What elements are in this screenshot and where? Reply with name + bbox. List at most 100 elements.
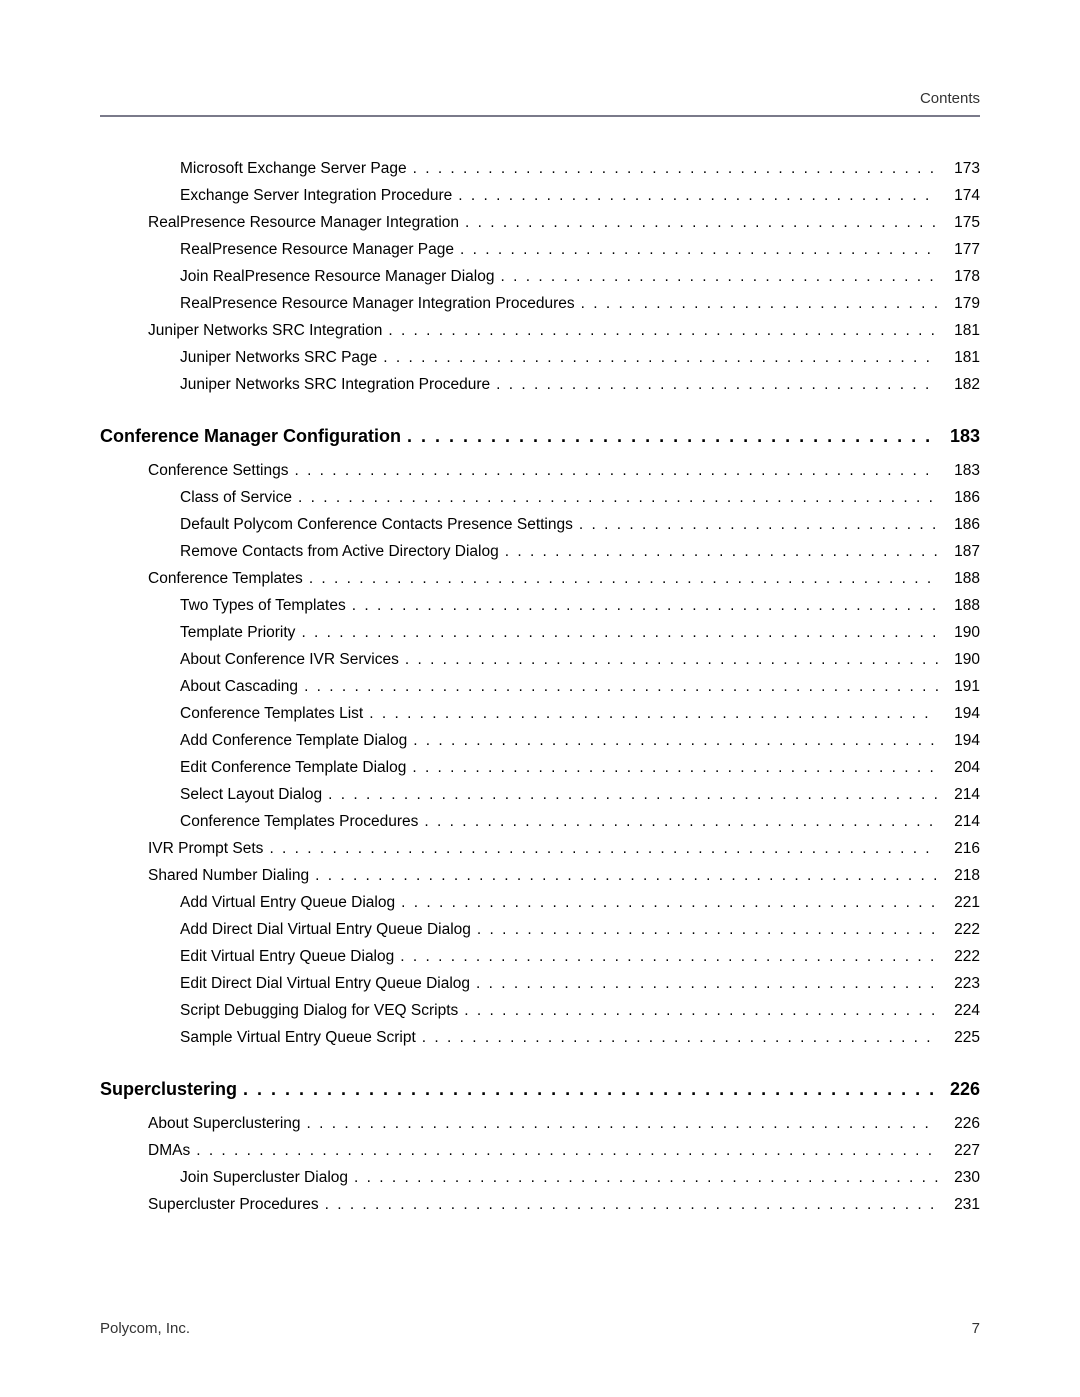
toc-leader-dots [407,423,938,451]
toc-entry[interactable]: Edit Conference Template Dialog204 [180,756,980,780]
toc-entry-page: 221 [944,891,980,915]
toc-entry-label: RealPresence Resource Manager Integratio… [148,211,459,235]
toc-entry[interactable]: Microsoft Exchange Server Page 173 [180,157,980,181]
toc-entry[interactable]: Conference Templates List194 [180,702,980,726]
toc-entry-label: Conference Manager Configuration [100,423,401,451]
toc-leader-dots [388,319,938,343]
toc-entry-label: Supercluster Procedures [148,1193,319,1217]
toc-leader-dots [464,999,938,1023]
toc-leader-dots [269,837,938,861]
toc-entry-label: Add Virtual Entry Queue Dialog [180,891,395,915]
toc-entry[interactable]: Default Polycom Conference Contacts Pres… [180,513,980,537]
toc-entry[interactable]: Conference Manager Configuration183 [100,423,980,451]
toc-entry[interactable]: RealPresence Resource Manager Integratio… [180,292,980,316]
toc-entry[interactable]: Edit Virtual Entry Queue Dialog222 [180,945,980,969]
toc-leader-dots [325,1193,938,1217]
toc-entry-page: 183 [944,459,980,483]
toc-entry[interactable]: Join Supercluster Dialog230 [180,1166,980,1190]
toc-entry-label: IVR Prompt Sets [148,837,263,861]
toc-entry-label: Edit Virtual Entry Queue Dialog [180,945,394,969]
header-contents-label: Contents [100,90,980,107]
toc-entry[interactable]: Conference Templates Procedures214 [180,810,980,834]
toc-entry-page: 214 [944,810,980,834]
toc-entry[interactable]: Two Types of Templates188 [180,594,980,618]
toc-leader-dots [328,783,938,807]
footer-company: Polycom, Inc. [100,1320,190,1337]
toc-entry[interactable]: Edit Direct Dial Virtual Entry Queue Dia… [180,972,980,996]
toc-entry[interactable]: Sample Virtual Entry Queue Script 225 [180,1026,980,1050]
toc-entry-page: 223 [944,972,980,996]
toc-leader-dots [401,891,938,915]
toc-leader-dots [579,513,938,537]
toc-entry[interactable]: About Conference IVR Services 190 [180,648,980,672]
toc-entry[interactable]: Remove Contacts from Active Directory Di… [180,540,980,564]
toc-leader-dots [460,238,938,262]
toc-leader-dots [413,157,938,181]
toc-entry[interactable]: Add Direct Dial Virtual Entry Queue Dial… [180,918,980,942]
toc-entry-page: 186 [944,513,980,537]
toc-entry-page: 177 [944,238,980,262]
toc-leader-dots [304,675,938,699]
toc-leader-dots [383,346,938,370]
toc-leader-dots [458,184,938,208]
toc-entry[interactable]: RealPresence Resource Manager Integratio… [148,211,980,235]
toc-entry[interactable]: Template Priority190 [180,621,980,645]
toc-entry-label: RealPresence Resource Manager Integratio… [180,292,575,316]
toc-entry-page: 173 [944,157,980,181]
toc-entry-page: 190 [944,648,980,672]
toc-entry[interactable]: IVR Prompt Sets 216 [148,837,980,861]
toc-leader-dots [505,540,938,564]
toc-entry[interactable]: Exchange Server Integration Procedure174 [180,184,980,208]
toc-entry[interactable]: Conference Templates188 [148,567,980,591]
toc-entry-page: 218 [944,864,980,888]
toc-entry-page: 187 [944,540,980,564]
toc-entry[interactable]: Juniper Networks SRC Integration181 [148,319,980,343]
toc-entry[interactable]: Juniper Networks SRC Page181 [180,346,980,370]
toc-entry[interactable]: Superclustering226 [100,1076,980,1104]
toc-entry[interactable]: Shared Number Dialing 218 [148,864,980,888]
toc-entry[interactable]: About Superclustering226 [148,1112,980,1136]
toc-entry[interactable]: Conference Settings 183 [148,459,980,483]
toc-entry[interactable]: RealPresence Resource Manager Page177 [180,238,980,262]
toc-leader-dots [405,648,938,672]
toc-leader-dots [477,918,938,942]
toc-leader-dots [412,756,938,780]
page: Contents Microsoft Exchange Server Page 1… [0,0,1080,1397]
toc-entry-label: Add Direct Dial Virtual Entry Queue Dial… [180,918,471,942]
toc-entry[interactable]: Add Virtual Entry Queue Dialog 221 [180,891,980,915]
toc-entry[interactable]: Add Conference Template Dialog194 [180,729,980,753]
toc-entry[interactable]: Select Layout Dialog214 [180,783,980,807]
toc-leader-dots [424,810,938,834]
toc-leader-dots [465,211,938,235]
toc-entry-label: Sample Virtual Entry Queue Script [180,1026,416,1050]
toc-leader-dots [243,1076,938,1104]
toc-entry-label: Shared Number Dialing [148,864,309,888]
toc-entry-page: 174 [944,184,980,208]
toc-entry-page: 188 [944,567,980,591]
toc-entry[interactable]: Supercluster Procedures231 [148,1193,980,1217]
toc-entry-label: Juniper Networks SRC Integration [148,319,382,343]
toc-entry-page: 186 [944,486,980,510]
toc-entry[interactable]: Class of Service186 [180,486,980,510]
toc-entry-label: Conference Settings [148,459,288,483]
toc-entry[interactable]: DMAs227 [148,1139,980,1163]
toc-leader-dots [581,292,938,316]
toc-entry-page: 227 [944,1139,980,1163]
toc-entry-label: About Conference IVR Services [180,648,399,672]
toc-entry-label: Remove Contacts from Active Directory Di… [180,540,499,564]
toc-entry-label: Edit Direct Dial Virtual Entry Queue Dia… [180,972,470,996]
toc-entry-label: Microsoft Exchange Server Page [180,157,407,181]
toc-entry-page: 190 [944,621,980,645]
toc-leader-dots [298,486,938,510]
toc-entry-page: 216 [944,837,980,861]
toc-entry-page: 194 [944,702,980,726]
toc-entry[interactable]: Juniper Networks SRC Integration Procedu… [180,373,980,397]
toc-entry-page: 225 [944,1026,980,1050]
toc-entry-page: 182 [944,373,980,397]
toc-entry-label: Two Types of Templates [180,594,346,618]
toc-entry[interactable]: Join RealPresence Resource Manager Dialo… [180,265,980,289]
toc-entry-label: Edit Conference Template Dialog [180,756,406,780]
toc-entry-page: 181 [944,346,980,370]
toc-entry[interactable]: About Cascading191 [180,675,980,699]
toc-entry[interactable]: Script Debugging Dialog for VEQ Scripts2… [180,999,980,1023]
